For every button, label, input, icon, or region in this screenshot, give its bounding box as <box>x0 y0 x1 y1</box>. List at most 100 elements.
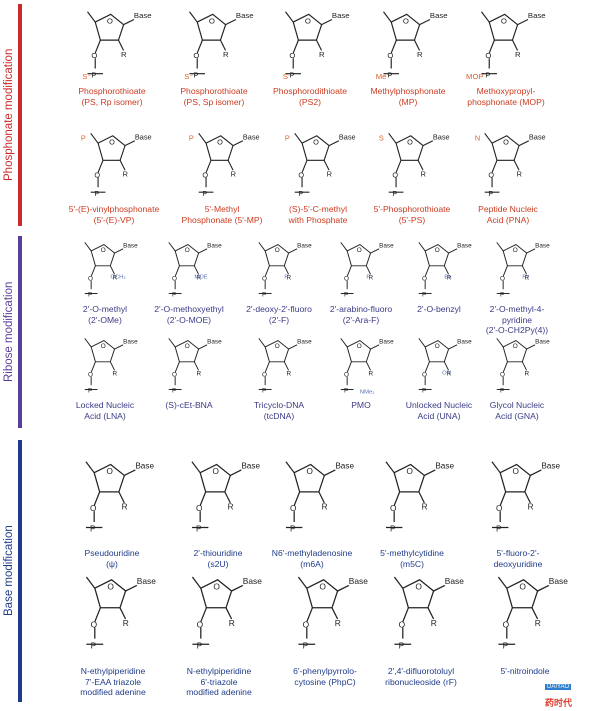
svg-text:O: O <box>275 247 280 254</box>
svg-text:O: O <box>197 619 204 629</box>
svg-text:Base: Base <box>134 11 152 20</box>
svg-text:R: R <box>515 50 521 59</box>
base-row2-caption-5-line-1: 5'-nitroindole <box>500 666 550 676</box>
svg-text:P: P <box>91 71 96 80</box>
svg-text:S⁻: S⁻ <box>283 72 292 81</box>
svg-text:P: P <box>285 134 290 143</box>
svg-text:O: O <box>390 504 396 513</box>
svg-text:P: P <box>90 525 96 534</box>
base-row2-caption-2: N-ethylpiperidine 6'-triazole modified ade… <box>170 666 268 698</box>
svg-text:Base: Base <box>243 132 260 141</box>
base-row1-caption-3: N6'-methyladenosine (m6A) <box>264 548 360 569</box>
phosphonate-row2-structure-2: Base O O R P P <box>172 126 272 202</box>
phosphonate-row1-caption-3-line-1: Phosphorodithioate <box>272 86 348 96</box>
ribose-row1-caption-2-line-2: (2'-O-MOE) <box>166 314 212 325</box>
svg-text:O: O <box>290 504 296 513</box>
svg-text:P: P <box>262 388 266 395</box>
ribose-row1-structure-4: Base O O R P F <box>320 236 402 302</box>
svg-text:R: R <box>123 169 128 178</box>
ribose-row1-caption-3-line-2: (2'-F) <box>268 314 290 325</box>
ribose-row2-caption-3: Tricyclo-DNA (tcDNA) <box>238 400 320 421</box>
phosphonate-row1-caption-2-line-2: (PS, Sp isomer) <box>183 96 245 107</box>
svg-text:P: P <box>88 388 92 395</box>
svg-text:P: P <box>496 525 502 534</box>
ribose-row2-structure-6: Base O O R P <box>476 332 558 398</box>
phosphonate-row2-caption-1-line-2: (5'-(E)-VP) <box>93 214 135 225</box>
svg-text:P: P <box>503 640 509 650</box>
ribose-section-bar <box>18 236 22 428</box>
svg-text:O: O <box>289 51 295 60</box>
svg-text:O: O <box>193 51 199 60</box>
svg-text:P: P <box>289 71 294 80</box>
svg-text:R: R <box>112 275 117 282</box>
svg-text:P: P <box>290 525 296 534</box>
ribose-row1-caption-1-line-1: 2'-O-methyl <box>82 304 128 314</box>
svg-text:P: P <box>488 189 493 198</box>
svg-text:F: F <box>284 275 288 281</box>
svg-text:O: O <box>303 619 310 629</box>
base-row1-caption-1: Pseudouridine (ψ) <box>64 548 160 569</box>
base-row1-structure-1: Base O O R P <box>64 446 160 546</box>
ribose-row2-caption-3-line-1: Tricyclo-DNA <box>253 400 305 410</box>
base-row1-caption-1-line-1: Pseudouridine <box>84 548 140 558</box>
svg-text:Bn: Bn <box>444 275 451 281</box>
svg-text:O: O <box>503 137 509 146</box>
svg-text:Base: Base <box>535 243 550 250</box>
phosphonate-row2-caption-1: 5'-(E)-vinylphosphonate (5'-(E)-VP) <box>64 204 164 225</box>
svg-text:P: P <box>344 388 348 395</box>
svg-text:S⁻: S⁻ <box>184 72 193 81</box>
svg-text:P: P <box>422 388 426 395</box>
svg-text:OCH₃: OCH₃ <box>110 275 126 281</box>
svg-text:O: O <box>392 170 398 179</box>
svg-text:Base: Base <box>457 339 472 346</box>
svg-text:P: P <box>399 640 405 650</box>
base-row1-structure-3: Base O O R P <box>264 446 360 546</box>
base-row2-caption-3-line-2: cytosine (PhpC) <box>294 676 356 687</box>
svg-text:MOE: MOE <box>194 275 207 281</box>
svg-text:O: O <box>435 247 440 254</box>
svg-text:P: P <box>81 134 86 143</box>
svg-text:R: R <box>123 618 129 628</box>
base-row1-structure-5: Base O O R P <box>470 446 566 546</box>
svg-text:O: O <box>88 276 93 283</box>
svg-text:S: S <box>379 134 384 143</box>
ribose-row1-caption-5: 2'-O-benzyl <box>398 304 480 315</box>
phosphonate-row2-structure-1: Base O O R P P <box>64 126 164 202</box>
svg-text:P: P <box>500 292 504 299</box>
svg-text:O: O <box>217 137 223 146</box>
phosphonate-row2-caption-3-line-1: (S)-5'-C-methyl <box>289 204 347 214</box>
ribose-row1-caption-2-line-1: 2'-O-methoxyethyl <box>154 304 224 314</box>
svg-text:R: R <box>446 371 451 378</box>
phosphonate-row2-caption-4-line-2: (5'-PS) <box>398 214 426 225</box>
svg-text:R: R <box>223 50 229 59</box>
phosphonate-row2-caption-2-line-1: 5'-Methyl <box>204 204 240 214</box>
phosphonate-row2-caption-3-line-2: with Phosphate <box>288 214 348 225</box>
phosphonate-row1-structure-2: Base O O R P S⁻ <box>166 4 262 84</box>
base-row2-structure-3: Base O O R P <box>276 560 374 664</box>
svg-text:R: R <box>524 275 529 282</box>
base-row2-caption-4: 2',4'-difluorotoluyl ribonucleoside (rF) <box>372 666 470 687</box>
ribose-row1-structure-5: Base O O R P Bn <box>398 236 480 302</box>
phosphonate-row2-caption-3: (S)-5'-C-methyl with Phosphate <box>268 204 368 225</box>
ribose-row1-structure-3: Base O O R P F <box>238 236 320 302</box>
svg-text:O: O <box>262 372 267 379</box>
ribose-row1-caption-4-line-1: 2'-arabino-fluoro <box>329 304 393 314</box>
phosphonate-row1-caption-1: Phosphorothioate (PS, Rp isomer) <box>64 86 160 107</box>
svg-text:P: P <box>262 292 266 299</box>
phosphonate-section-bar <box>18 4 22 226</box>
svg-text:R: R <box>229 618 235 628</box>
svg-text:R: R <box>231 169 236 178</box>
base-row1-caption-4: 5'-methylcytidine (m5C) <box>364 548 460 569</box>
ribose-row2-structure-4: Base O O R P NMe₂ <box>320 332 402 398</box>
ribose-row1-caption-4: 2'-arabino-fluoro (2'-Ara-F) <box>320 304 402 325</box>
svg-text:S⁻: S⁻ <box>82 72 91 81</box>
svg-text:R: R <box>528 503 534 512</box>
base-row1-caption-2-line-2: (s2U) <box>207 558 229 569</box>
svg-text:Base: Base <box>335 462 354 471</box>
ribose-row1-caption-1: 2'-O-methyl (2'-OMe) <box>64 304 146 325</box>
svg-text:R: R <box>286 371 291 378</box>
phosphonate-row2-caption-5-line-1: Peptide Nucleic <box>478 204 538 214</box>
svg-text:O: O <box>500 372 505 379</box>
phosphonate-row1-caption-3: Phosphorodithioate (PS2) <box>262 86 358 107</box>
base-row1-caption-1-line-2: (ψ) <box>106 558 118 569</box>
